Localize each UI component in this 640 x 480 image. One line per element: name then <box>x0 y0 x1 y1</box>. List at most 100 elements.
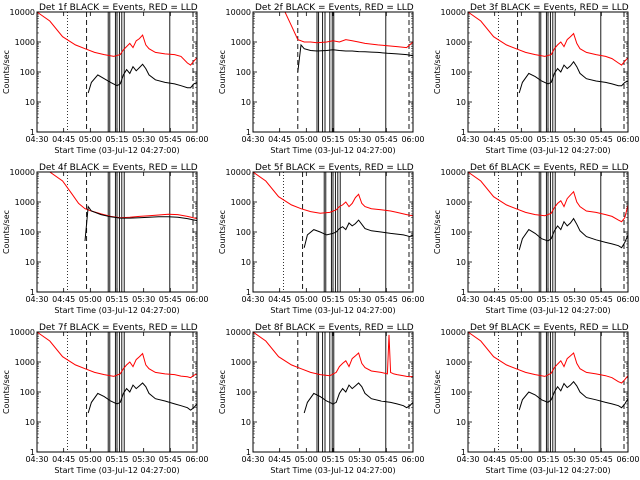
y-tick-label: 1000 <box>15 358 35 367</box>
plot-frame <box>467 171 629 293</box>
x-tick-label: 04:30 <box>25 455 48 464</box>
chart-title: Det 7f BLACK = Events, RED = LLD <box>39 323 198 333</box>
x-tick-label: 05:15 <box>321 295 344 304</box>
y-tick-label: 100 <box>451 388 466 397</box>
x-tick-label: 05:00 <box>510 455 533 464</box>
y-tick-label: 10 <box>456 258 466 267</box>
y-tick-label: 10 <box>25 98 35 107</box>
x-tick-label: 05:15 <box>536 135 559 144</box>
plot-frame <box>36 331 198 453</box>
x-tick-label: 05:30 <box>348 295 371 304</box>
x-tick-label: 05:00 <box>510 295 533 304</box>
y-tick-label: 10 <box>456 418 466 427</box>
x-tick-label: 04:30 <box>241 295 264 304</box>
y-tick-label: 10 <box>456 98 466 107</box>
y-axis-label: Counts/sec <box>2 370 11 414</box>
x-axis-label: Start Time (03-Jul-12 04:27:00) <box>485 306 610 315</box>
y-tick-label: 100 <box>20 388 35 397</box>
chart-panel-7: Det 7f BLACK = Events, RED = LLD Counts/s… <box>2 323 209 475</box>
chart-panel-5: Det 5f BLACK = Events, RED = LLD Counts/s… <box>218 163 425 315</box>
y-tick-label: 10 <box>241 258 251 267</box>
x-tick-label: 04:30 <box>25 295 48 304</box>
y-tick-label: 1000 <box>231 198 251 207</box>
y-axis-label: Counts/sec <box>2 50 11 94</box>
x-tick-label: 05:30 <box>132 135 155 144</box>
series-line-black-events <box>87 63 198 94</box>
y-axis-label: Counts/sec <box>433 370 442 414</box>
x-tick-label: 06:00 <box>616 455 639 464</box>
series-line-black-events <box>303 219 414 248</box>
x-tick-label: 04:30 <box>241 135 264 144</box>
x-axis-label: Start Time (03-Jul-12 04:27:00) <box>54 306 179 315</box>
x-tick-label: 05:00 <box>79 135 102 144</box>
series-line-black-events <box>84 205 198 242</box>
x-tick-label: 05:15 <box>321 135 344 144</box>
y-tick-label: 1 <box>30 448 35 457</box>
y-tick-label: 1 <box>461 128 466 137</box>
x-tick-label: 05:45 <box>590 295 613 304</box>
x-tick-label: 06:00 <box>401 295 424 304</box>
x-tick-label: 05:00 <box>295 455 318 464</box>
x-tick-label: 05:45 <box>159 295 182 304</box>
x-tick-label: 05:30 <box>132 455 155 464</box>
series-line-black-events <box>518 217 629 251</box>
series-line-red-lld <box>36 331 198 379</box>
y-tick-label: 10 <box>25 258 35 267</box>
x-axis-label: Start Time (03-Jul-12 04:27:00) <box>270 306 395 315</box>
series-line-black-events <box>303 382 414 414</box>
series-line-black-events <box>518 380 629 411</box>
x-axis-label: Start Time (03-Jul-12 04:27:00) <box>485 146 610 155</box>
y-tick-label: 10000 <box>441 8 466 17</box>
chart-title: Det 1f BLACK = Events, RED = LLD <box>39 3 198 13</box>
y-tick-label: 10000 <box>441 168 466 177</box>
y-tick-label: 10000 <box>10 328 35 337</box>
y-axis-label: Counts/sec <box>218 370 227 414</box>
plot-frame <box>36 171 198 293</box>
x-tick-label: 05:30 <box>563 455 586 464</box>
series-line-red-lld <box>36 11 198 66</box>
x-tick-label: 04:45 <box>52 455 75 464</box>
chart-title: Det 5f BLACK = Events, RED = LLD <box>255 163 414 173</box>
plot-frame <box>252 11 414 133</box>
x-tick-label: 06:00 <box>616 135 639 144</box>
chart-panel-1: Det 1f BLACK = Events, RED = LLD Counts/s… <box>2 3 209 155</box>
y-tick-label: 100 <box>451 228 466 237</box>
y-tick-label: 100 <box>236 68 251 77</box>
x-tick-label: 05:45 <box>375 295 398 304</box>
chart-panel-2: Det 2f BLACK = Events, RED = LLD Counts/s… <box>218 3 425 155</box>
y-tick-label: 1000 <box>15 198 35 207</box>
plot-frame <box>467 331 629 453</box>
chart-title: Det 9f BLACK = Events, RED = LLD <box>470 323 629 333</box>
y-axis-label: Counts/sec <box>218 50 227 94</box>
y-tick-label: 10 <box>25 418 35 427</box>
y-tick-label: 10000 <box>441 328 466 337</box>
x-tick-label: 04:30 <box>25 135 48 144</box>
x-tick-label: 06:00 <box>616 295 639 304</box>
x-tick-label: 04:30 <box>456 295 479 304</box>
y-tick-label: 1 <box>461 448 466 457</box>
x-tick-label: 05:00 <box>295 295 318 304</box>
series-line-red-lld <box>252 171 414 217</box>
x-tick-label: 06:00 <box>185 135 208 144</box>
x-tick-label: 04:45 <box>268 135 291 144</box>
y-axis-label: Counts/sec <box>218 210 227 254</box>
x-tick-label: 05:30 <box>348 135 371 144</box>
y-axis-label: Counts/sec <box>433 210 442 254</box>
y-tick-label: 10000 <box>226 328 251 337</box>
y-axis-label: Counts/sec <box>433 50 442 94</box>
x-tick-label: 05:15 <box>321 455 344 464</box>
y-tick-label: 10000 <box>10 168 35 177</box>
y-tick-label: 1000 <box>15 38 35 47</box>
x-tick-label: 05:00 <box>79 455 102 464</box>
x-tick-label: 04:30 <box>456 455 479 464</box>
x-tick-label: 05:45 <box>375 135 398 144</box>
chart-panel-6: Det 6f BLACK = Events, RED = LLD Counts/s… <box>433 163 640 315</box>
y-tick-label: 1000 <box>446 358 466 367</box>
x-tick-label: 04:45 <box>52 295 75 304</box>
chart-title: Det 6f BLACK = Events, RED = LLD <box>470 163 629 173</box>
y-tick-label: 10 <box>241 418 251 427</box>
plot-frame <box>467 11 629 133</box>
x-tick-label: 05:30 <box>563 135 586 144</box>
y-tick-label: 10000 <box>10 8 35 17</box>
